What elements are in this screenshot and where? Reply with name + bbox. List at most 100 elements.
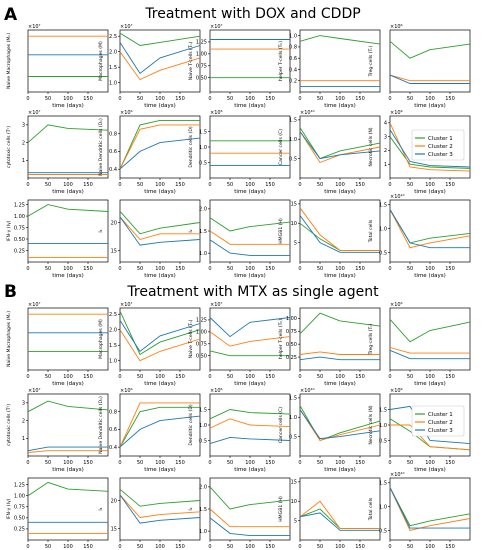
y-exponent-label: ×10⁷ bbox=[28, 110, 41, 116]
y-exponent-label: ×10¹⁰ bbox=[300, 388, 315, 394]
axes-frame bbox=[209, 29, 291, 93]
y-axis-label: Macrophages (M) bbox=[98, 319, 104, 359]
series-line-cluster-1 bbox=[27, 400, 109, 413]
axes-frame bbox=[119, 393, 201, 457]
axes-frame bbox=[119, 477, 201, 541]
x-tick-label: 100 bbox=[63, 182, 73, 188]
y-tick-label: 2.0 bbox=[199, 485, 207, 491]
y-tick-label: 1 bbox=[22, 158, 25, 164]
y-tick-label: 15 bbox=[291, 480, 297, 486]
y-tick-label: 0.50 bbox=[14, 516, 25, 522]
y-tick-label: 1.5 bbox=[199, 229, 207, 235]
y-exponent-label: ×10⁶ bbox=[390, 24, 403, 30]
legend-label: Cluster 1 bbox=[428, 136, 453, 142]
x-axis-label: time (days) bbox=[324, 189, 355, 195]
x-tick-label: 50 bbox=[407, 374, 413, 380]
x-tick-label: 0 bbox=[208, 96, 211, 102]
y-axis-label: HMGB1 (H) bbox=[278, 496, 284, 522]
y-axis-label: Treg-cells (Tᵣ) bbox=[368, 45, 374, 77]
series-line-cluster-1 bbox=[389, 136, 471, 169]
y-tick-label: 0.50 bbox=[196, 353, 207, 359]
y-tick-label: 2.0 bbox=[109, 328, 117, 334]
axes-frame bbox=[27, 29, 109, 93]
legend-label: Cluster 3 bbox=[428, 428, 453, 434]
x-tick-label: 50 bbox=[227, 544, 233, 550]
x-tick-label: 0 bbox=[26, 266, 29, 272]
x-axis-label: time (days) bbox=[144, 273, 175, 279]
x-tick-label: 150 bbox=[265, 460, 275, 466]
x-tick-label: 0 bbox=[298, 266, 301, 272]
y-exponent-label: ×10⁶ bbox=[120, 110, 133, 116]
panel-b-letter: B bbox=[4, 282, 17, 302]
y-exponent-label: ×10⁶ bbox=[210, 388, 223, 394]
x-axis-label: time (days) bbox=[414, 189, 445, 195]
y-axis-label: Treg-cells (Tᵣ) bbox=[368, 323, 374, 355]
x-tick-label: 100 bbox=[155, 374, 165, 380]
y-tick-label: 0.8 bbox=[109, 132, 117, 138]
y-tick-label: 2.0 bbox=[109, 50, 117, 56]
axes-frame bbox=[119, 115, 201, 179]
y-tick-label: 0.4 bbox=[109, 445, 117, 451]
x-tick-label: 100 bbox=[425, 96, 435, 102]
y-axis-label: IFN-γ (Iγ) bbox=[6, 220, 12, 241]
axes-frame bbox=[119, 199, 201, 263]
x-axis-label: time (days) bbox=[234, 189, 265, 195]
x-tick-label: 50 bbox=[137, 544, 143, 550]
x-tick-label: 100 bbox=[425, 460, 435, 466]
x-tick-label: 0 bbox=[388, 374, 391, 380]
x-tick-label: 0 bbox=[26, 544, 29, 550]
y-tick-label: 1.5 bbox=[379, 481, 387, 487]
x-axis-label: time (days) bbox=[414, 103, 445, 109]
x-tick-label: 50 bbox=[137, 460, 143, 466]
x-tick-label: 0 bbox=[208, 544, 211, 550]
x-tick-label: 0 bbox=[208, 374, 211, 380]
y-tick-label: 1.0 bbox=[109, 81, 117, 87]
x-tick-label: 150 bbox=[83, 374, 93, 380]
series-line-cluster-3 bbox=[27, 446, 108, 452]
y-tick-label: 1.0 bbox=[199, 529, 207, 535]
x-tick-label: 150 bbox=[355, 460, 365, 466]
series-line-cluster-1 bbox=[119, 310, 201, 356]
series-line-cluster-1 bbox=[299, 127, 381, 160]
x-tick-label: 0 bbox=[26, 96, 29, 102]
x-tick-label: 100 bbox=[63, 374, 73, 380]
series-line-cluster-2 bbox=[119, 402, 200, 448]
series-line-cluster-1 bbox=[209, 350, 290, 357]
x-tick-label: 0 bbox=[26, 460, 29, 466]
y-axis-label: cytotoxic cells (Tᶜ) bbox=[6, 126, 12, 168]
legend-label: Cluster 1 bbox=[428, 412, 453, 418]
series-line-cluster-2 bbox=[209, 508, 290, 528]
y-tick-label: 1.00 bbox=[14, 214, 25, 220]
series-line-cluster-1 bbox=[119, 488, 201, 507]
x-axis-label: time (days) bbox=[144, 103, 175, 109]
x-tick-label: 150 bbox=[175, 266, 185, 272]
y-tick-label: 1.5 bbox=[199, 407, 207, 413]
axes-frame bbox=[209, 477, 291, 541]
y-axis-label: I₂ bbox=[188, 229, 194, 232]
x-tick-label: 150 bbox=[355, 266, 365, 272]
y-tick-label: 1.0 bbox=[379, 423, 387, 429]
x-axis-label: time (days) bbox=[234, 467, 265, 473]
y-tick-label: 0.5 bbox=[379, 250, 387, 256]
axes-frame bbox=[209, 115, 291, 179]
series-line-cluster-2 bbox=[119, 51, 201, 81]
x-tick-label: 50 bbox=[407, 460, 413, 466]
x-tick-label: 50 bbox=[137, 374, 143, 380]
x-tick-label: 150 bbox=[445, 544, 455, 550]
x-tick-label: 100 bbox=[155, 460, 165, 466]
y-tick-label: 0.25 bbox=[286, 355, 297, 361]
x-tick-label: 50 bbox=[407, 182, 413, 188]
x-tick-label: 50 bbox=[407, 266, 413, 272]
y-axis-label: cytotoxic cells (Tᶜ) bbox=[6, 404, 12, 446]
